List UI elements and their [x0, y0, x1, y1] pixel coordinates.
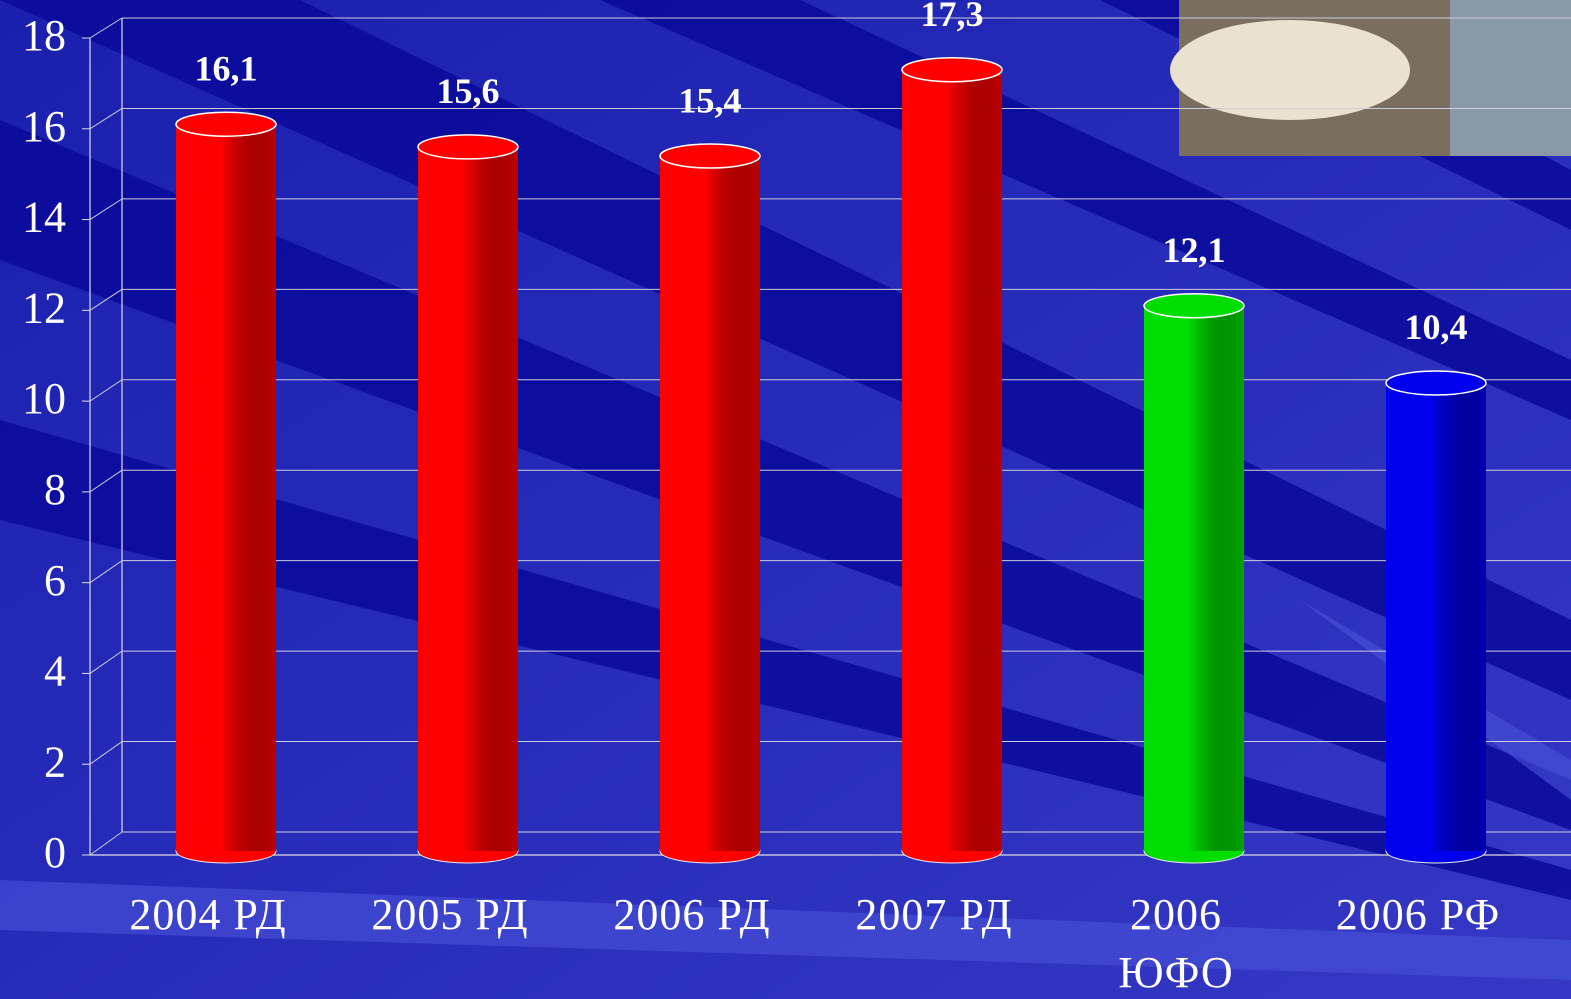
- y-tick-label: 18: [22, 11, 66, 60]
- bar-shade: [418, 147, 518, 851]
- value-label: 10,4: [1405, 307, 1468, 347]
- y-tick-label: 10: [22, 374, 66, 423]
- photo-detail: [1450, 0, 1571, 156]
- y-tick-label: 2: [44, 737, 66, 786]
- value-label: 17,3: [921, 0, 984, 34]
- x-tick-label: 2004 РД: [113, 886, 303, 944]
- y-tick-label: 0: [44, 828, 66, 877]
- value-label: 15,4: [679, 80, 742, 120]
- value-label: 15,6: [437, 71, 500, 111]
- chart: 0 2 4 6 8 10 12 14 16 18 16,1 15,6 15,4 17,3 12,1 10,4: [0, 0, 1571, 999]
- x-tick-label: 2006 РД: [597, 886, 787, 944]
- y-tick-label: 12: [22, 283, 66, 332]
- x-tick-label: 2006 ЮФО: [1081, 886, 1271, 999]
- photo-detail: [1170, 20, 1410, 120]
- bar-top: [1386, 371, 1486, 395]
- value-label: 12,1: [1163, 230, 1226, 270]
- slide: 02468101214161816,115,615,417,312,110,4 …: [0, 0, 1571, 999]
- bar-shade: [1144, 306, 1244, 851]
- value-label: 16,1: [195, 49, 258, 89]
- bar-shade: [902, 70, 1002, 851]
- y-tick-label: 6: [44, 556, 66, 605]
- bar-top: [1144, 294, 1244, 318]
- bar-shade: [660, 156, 760, 851]
- y-tick-label: 16: [22, 102, 66, 151]
- bar-top: [902, 58, 1002, 82]
- x-tick-label: 2006 РФ: [1323, 886, 1513, 944]
- y-tick-label: 4: [44, 647, 66, 696]
- y-tick-label: 14: [22, 193, 66, 242]
- bar-shade: [1386, 383, 1486, 851]
- y-tick-label: 8: [44, 465, 66, 514]
- x-tick-label: 2005 РД: [355, 886, 545, 944]
- bar-top: [660, 144, 760, 168]
- x-tick-label: 2007 РД: [839, 886, 1029, 944]
- bar-top: [176, 112, 276, 136]
- bar-top: [418, 135, 518, 159]
- bar-shade: [176, 124, 276, 851]
